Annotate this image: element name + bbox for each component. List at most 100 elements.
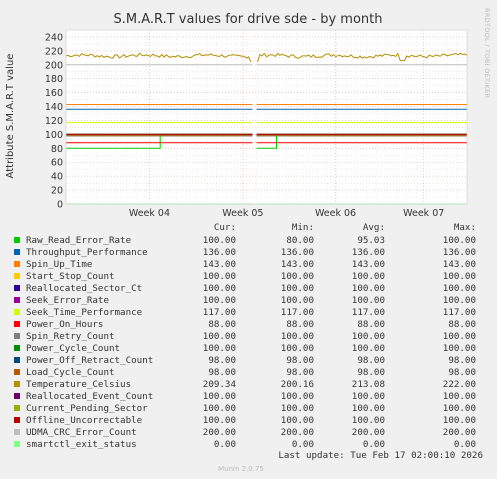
legend-name: Seek_Time_Performance [26,307,142,318]
legend-name: Start_Stop_Count [26,271,115,282]
legend-min-value: 117.00 [281,307,314,318]
legend-swatch [14,321,20,327]
legend-max-value: 100.00 [443,331,476,342]
legend-swatch [14,357,20,363]
legend-header-max: Max: [454,222,476,233]
legend-cur-value: 136.00 [203,247,236,258]
legend-cur-value: 100.00 [203,331,236,342]
legend-avg-value: 213.08 [352,379,385,390]
legend-max-value: 100.00 [443,295,476,306]
legend-avg-value: 100.00 [352,295,385,306]
legend-name: Power_Cycle_Count [26,343,120,354]
legend-avg-value: 143.00 [352,259,385,270]
legend-cur-value: 0.00 [214,439,236,450]
y-tick-label: 80 [51,144,63,155]
legend-avg-value: 117.00 [352,307,385,318]
legend-avg-value: 100.00 [352,415,385,426]
legend-swatch [14,369,20,375]
legend-name: UDMA_CRC_Error_Count [26,427,137,438]
legend-avg-value: 0.00 [363,439,385,450]
legend-swatch [14,273,20,279]
y-axis-label: Attribute S.M.A.R.T value [5,54,16,179]
legend-cur-value: 100.00 [203,235,236,246]
x-tick-label: Week 06 [315,208,356,219]
legend-min-value: 136.00 [281,247,314,258]
legend-avg-value: 100.00 [352,283,385,294]
legend-name: Power_Off_Retract_Count [26,355,153,366]
legend-min-value: 98.00 [286,355,314,366]
legend-min-value: 100.00 [281,271,314,282]
legend-swatch [14,417,20,423]
legend-max-value: 88.00 [448,319,476,330]
legend-swatch [14,237,20,243]
y-tick-label: 40 [51,172,63,183]
legend-header-avg: Avg: [363,222,385,233]
legend-swatch [14,381,20,387]
legend-avg-value: 100.00 [352,391,385,402]
grid [65,30,468,205]
legend-name: Temperature_Celsius [26,379,131,390]
legend-avg-value: 100.00 [352,271,385,282]
legend-cur-value: 100.00 [203,415,236,426]
legend-min-value: 143.00 [281,259,314,270]
x-tick-label: Week 07 [403,208,444,219]
legend-cur-value: 100.00 [203,283,236,294]
y-tick-label: 20 [51,186,63,197]
legend-min-value: 100.00 [281,343,314,354]
legend-name: Current_Pending_Sector [26,403,148,414]
legend-avg-value: 100.00 [352,331,385,342]
legend-swatch [14,249,20,255]
legend-name: Spin_Up_Time [26,259,92,270]
y-tick-label: 140 [45,102,63,113]
legend-name: Load_Cycle_Count [26,367,115,378]
legend-avg-value: 100.00 [352,403,385,414]
legend-min-value: 100.00 [281,283,314,294]
legend-swatch [14,345,20,351]
legend-max-value: 100.00 [443,271,476,282]
legend-max-value: 98.00 [448,367,476,378]
legend-min-value: 200.16 [281,379,314,390]
legend-avg-value: 136.00 [352,247,385,258]
y-tick-labels: 0 20 40 60 80 100 120 140 160 180 200 220 240 [45,32,63,210]
legend-max-value: 100.00 [443,391,476,402]
legend-cur-value: 88.00 [208,319,236,330]
legend-min-value: 100.00 [281,415,314,426]
legend-cur-value: 209.34 [203,379,237,390]
legend-swatch [14,261,20,267]
chart-title: S.M.A.R.T values for drive sde - by mont… [113,12,382,27]
legend: Cur: Min: Avg: Max: Raw_Read_Error_Rate 1… [14,222,476,450]
legend-min-value: 0.00 [292,439,314,450]
y-tick-label: 220 [45,46,63,57]
y-tick-label: 60 [51,158,63,169]
legend-name: Spin_Retry_Count [26,331,115,342]
legend-max-value: 98.00 [448,355,476,366]
last-update: Last update: Tue Feb 17 02:00:10 2026 [278,450,483,461]
legend-name: Raw_Read_Error_Rate [26,235,131,246]
legend-cur-value: 117.00 [203,307,236,318]
y-tick-label: 180 [45,74,63,85]
legend-header-min: Min: [292,222,314,233]
legend-max-value: 143.00 [443,259,476,270]
legend-swatch [14,333,20,339]
legend-max-value: 100.00 [443,283,476,294]
legend-min-value: 80.00 [286,235,314,246]
legend-min-value: 100.00 [281,403,314,414]
legend-header-cur: Cur: [214,222,236,233]
legend-max-value: 100.00 [443,343,476,354]
legend-min-value: 88.00 [286,319,314,330]
legend-max-value: 100.00 [443,403,476,414]
rrdtool-credit: RRDTOOL / TOBI OETIKER [483,8,491,98]
legend-min-value: 200.00 [281,427,314,438]
x-tick-labels: Week 04 Week 05 Week 06 Week 07 [129,208,444,219]
legend-max-value: 100.00 [443,235,476,246]
legend-avg-value: 98.00 [357,367,385,378]
y-tick-label: 240 [45,32,63,43]
legend-name: Offline_Uncorrectable [26,415,142,426]
legend-avg-value: 200.00 [352,427,385,438]
y-tick-label: 0 [57,200,63,211]
series-line-temperature_celsius [65,52,252,63]
legend-avg-value: 88.00 [357,319,385,330]
legend-cur-value: 100.00 [203,343,236,354]
legend-cur-value: 100.00 [203,403,236,414]
